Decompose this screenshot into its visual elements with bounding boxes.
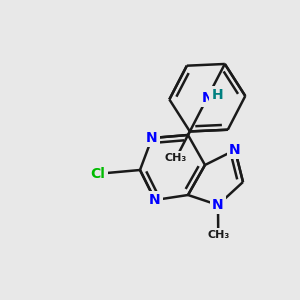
Text: N: N: [146, 131, 158, 145]
Text: N: N: [149, 193, 161, 207]
Text: N: N: [229, 143, 241, 157]
Text: Cl: Cl: [91, 167, 106, 181]
Text: CH₃: CH₃: [207, 230, 230, 240]
Text: CH₃: CH₃: [165, 153, 187, 163]
Text: N: N: [202, 91, 213, 105]
Text: N: N: [212, 198, 224, 212]
Text: H: H: [212, 88, 223, 102]
